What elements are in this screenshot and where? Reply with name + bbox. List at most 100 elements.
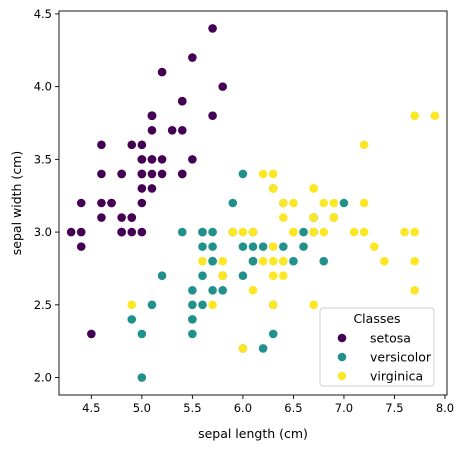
data-point bbox=[238, 344, 248, 353]
x-tick-label: 7.0 bbox=[335, 401, 353, 415]
data-point bbox=[137, 373, 147, 382]
y-tick-label: 3.5 bbox=[34, 152, 52, 166]
data-point bbox=[208, 256, 217, 266]
data-point bbox=[177, 125, 187, 135]
data-point bbox=[177, 169, 187, 179]
data-point bbox=[198, 242, 207, 251]
data-point bbox=[268, 271, 278, 281]
data-point bbox=[329, 213, 339, 222]
data-point bbox=[218, 256, 227, 266]
data-point bbox=[127, 140, 137, 150]
data-point bbox=[359, 227, 369, 237]
data-point bbox=[258, 256, 268, 266]
data-point bbox=[410, 227, 419, 237]
data-point bbox=[268, 169, 278, 179]
data-point bbox=[410, 285, 419, 295]
data-point bbox=[127, 300, 137, 310]
data-point bbox=[198, 271, 207, 281]
data-point bbox=[198, 227, 207, 237]
data-point bbox=[97, 169, 106, 179]
data-point bbox=[289, 227, 298, 237]
y-axis-label: sepal width (cm) bbox=[9, 151, 24, 255]
y-tick-label: 4.0 bbox=[34, 80, 52, 94]
legend-marker-setosa bbox=[337, 333, 347, 343]
data-point bbox=[299, 227, 308, 237]
legend-label-virginica: virginica bbox=[370, 369, 423, 384]
data-point bbox=[137, 198, 147, 208]
data-point bbox=[218, 271, 227, 281]
data-point bbox=[208, 242, 217, 251]
data-point bbox=[117, 213, 126, 222]
data-point bbox=[228, 198, 238, 208]
data-point bbox=[279, 242, 288, 251]
data-point bbox=[188, 53, 197, 62]
data-point bbox=[228, 227, 238, 237]
x-tick-label: 8.0 bbox=[436, 401, 454, 415]
data-point bbox=[309, 300, 318, 310]
data-point bbox=[289, 198, 298, 208]
plot-frame bbox=[58, 10, 448, 396]
data-point bbox=[339, 198, 349, 208]
data-point bbox=[279, 198, 288, 208]
data-point bbox=[97, 198, 106, 208]
data-point bbox=[410, 256, 419, 266]
data-point bbox=[157, 67, 167, 77]
data-point bbox=[127, 227, 137, 237]
data-point bbox=[157, 271, 167, 281]
x-tick-label: 7.5 bbox=[385, 401, 403, 415]
data-point bbox=[218, 285, 227, 295]
x-tick-label: 5.0 bbox=[133, 401, 151, 415]
data-point bbox=[137, 184, 147, 193]
data-point bbox=[147, 111, 157, 121]
data-point bbox=[137, 169, 147, 179]
data-point bbox=[359, 140, 369, 150]
data-point bbox=[248, 242, 258, 251]
data-point bbox=[107, 198, 116, 208]
data-point bbox=[248, 285, 258, 295]
legend-label-versicolor: versicolor bbox=[370, 350, 432, 365]
data-point bbox=[188, 155, 197, 164]
data-point bbox=[87, 329, 96, 339]
legend-marker-virginica bbox=[337, 371, 347, 381]
y-axis: 2.0 2.5 3.0 3.5 4.0 4.5 bbox=[34, 7, 59, 385]
data-point bbox=[319, 256, 329, 266]
data-point bbox=[279, 256, 288, 266]
data-point bbox=[76, 242, 86, 251]
y-tick-label: 2.0 bbox=[34, 371, 52, 385]
data-point bbox=[208, 300, 217, 310]
data-point bbox=[127, 213, 137, 222]
legend-marker-versicolor bbox=[337, 352, 347, 362]
points-layer bbox=[66, 24, 440, 382]
data-point bbox=[76, 227, 86, 237]
x-tick-label: 6.0 bbox=[234, 401, 252, 415]
data-point bbox=[167, 125, 177, 135]
y-tick-label: 4.5 bbox=[34, 7, 52, 21]
data-point bbox=[117, 227, 126, 237]
data-point bbox=[208, 285, 217, 295]
data-point bbox=[319, 227, 329, 237]
data-point bbox=[147, 125, 157, 135]
data-point bbox=[268, 329, 278, 339]
data-point bbox=[248, 227, 258, 237]
data-point bbox=[117, 169, 126, 179]
data-point bbox=[279, 213, 288, 222]
x-tick-label: 4.5 bbox=[82, 401, 100, 415]
legend-title: Classes bbox=[353, 311, 400, 326]
data-point bbox=[359, 198, 369, 208]
data-point bbox=[188, 329, 197, 339]
y-tick-label: 3.0 bbox=[34, 225, 52, 239]
data-point bbox=[349, 227, 359, 237]
data-point bbox=[238, 227, 248, 237]
data-point bbox=[157, 155, 167, 164]
data-point bbox=[208, 227, 217, 237]
legend-box bbox=[319, 307, 435, 387]
data-point bbox=[97, 140, 106, 150]
data-point bbox=[268, 184, 278, 193]
legend-label-setosa: setosa bbox=[370, 331, 411, 346]
data-point bbox=[309, 213, 318, 222]
data-point bbox=[289, 256, 298, 266]
data-point bbox=[299, 242, 308, 251]
data-point bbox=[137, 155, 147, 164]
data-point bbox=[208, 111, 217, 121]
